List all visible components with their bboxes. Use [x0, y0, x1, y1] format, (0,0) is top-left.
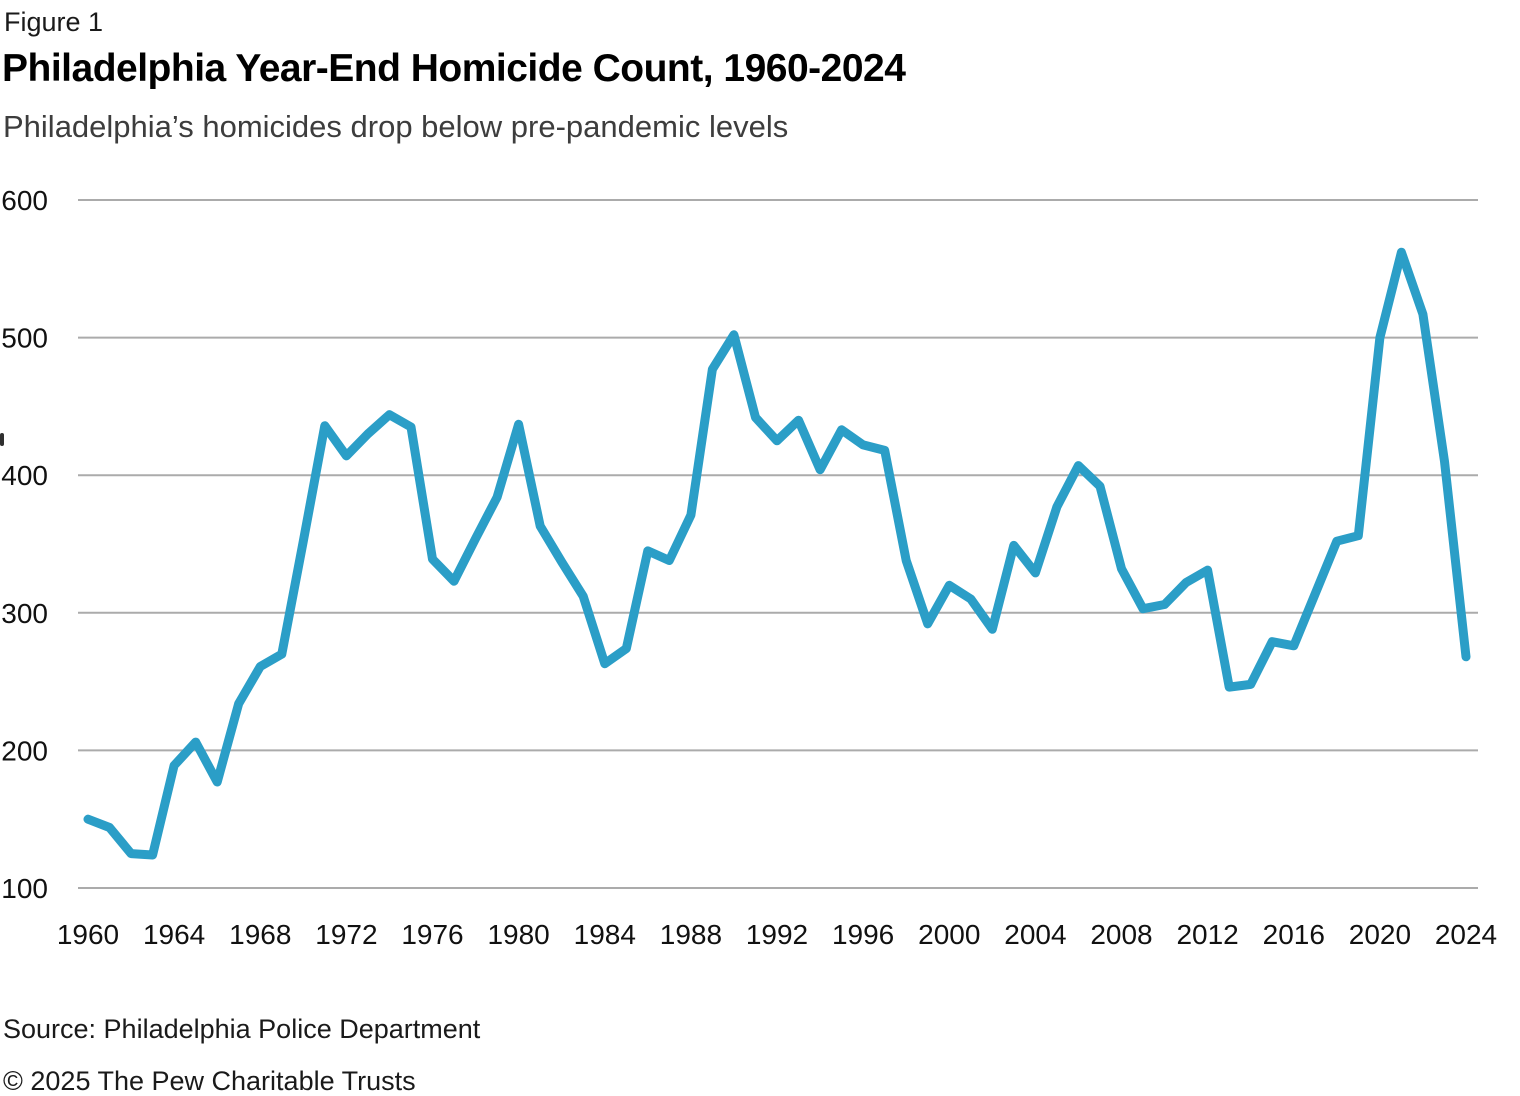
- x-tick-label-1960: 1960: [57, 919, 119, 950]
- cropped-axis-label-artifact: [0, 433, 4, 446]
- y-tick-label-200: 200: [1, 735, 48, 766]
- copyright-note: © 2025 The Pew Charitable Trusts: [3, 1066, 416, 1096]
- x-tick-label-2012: 2012: [1176, 919, 1238, 950]
- x-tick-label-1984: 1984: [574, 919, 636, 950]
- x-tick-label-1968: 1968: [229, 919, 291, 950]
- x-tick-label-1988: 1988: [660, 919, 722, 950]
- x-tick-label-1976: 1976: [401, 919, 463, 950]
- y-tick-label-500: 500: [1, 323, 48, 354]
- x-tick-label-2016: 2016: [1263, 919, 1325, 950]
- x-tick-label-2020: 2020: [1349, 919, 1411, 950]
- y-tick-label-300: 300: [1, 598, 48, 629]
- x-tick-label-2000: 2000: [918, 919, 980, 950]
- x-tick-label-1980: 1980: [487, 919, 549, 950]
- source-note: Source: Philadelphia Police Department: [3, 1014, 481, 1044]
- chart-subtitle: Philadelphia’s homicides drop below pre-…: [3, 109, 789, 144]
- x-tick-label-2024: 2024: [1435, 919, 1497, 950]
- y-tick-label-600: 600: [1, 185, 48, 216]
- y-tick-label-400: 400: [1, 460, 48, 491]
- x-tick-label-2004: 2004: [1004, 919, 1066, 950]
- page-title: Philadelphia Year-End Homicide Count, 19…: [2, 47, 906, 90]
- x-tick-label-1972: 1972: [315, 919, 377, 950]
- figure-label: Figure 1: [4, 7, 104, 37]
- x-tick-label-1992: 1992: [746, 919, 808, 950]
- y-tick-label-100: 100: [1, 873, 48, 904]
- x-tick-label-1964: 1964: [143, 919, 205, 950]
- homicide-trend-line: [83, 247, 1471, 860]
- x-tick-label-2008: 2008: [1090, 919, 1152, 950]
- x-tick-label-1996: 1996: [832, 919, 894, 950]
